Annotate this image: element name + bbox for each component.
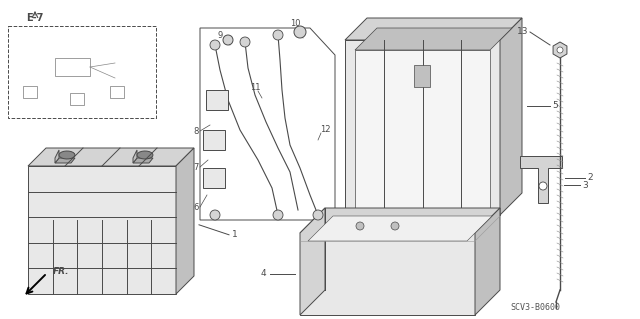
Circle shape xyxy=(557,47,563,53)
Text: 7: 7 xyxy=(193,164,198,173)
Polygon shape xyxy=(133,158,153,163)
Polygon shape xyxy=(414,65,430,87)
Circle shape xyxy=(240,37,250,47)
Text: 1: 1 xyxy=(232,230,237,239)
Polygon shape xyxy=(475,208,500,315)
Text: 10: 10 xyxy=(290,19,300,28)
Text: 5: 5 xyxy=(552,101,557,110)
Circle shape xyxy=(273,30,283,40)
Text: 8: 8 xyxy=(193,128,198,137)
Polygon shape xyxy=(28,166,176,294)
Text: 11: 11 xyxy=(250,84,260,93)
Polygon shape xyxy=(203,168,225,188)
Polygon shape xyxy=(300,233,475,315)
Text: 4: 4 xyxy=(260,270,266,278)
Text: 12: 12 xyxy=(320,125,330,135)
Polygon shape xyxy=(55,150,59,163)
Circle shape xyxy=(539,182,547,190)
Circle shape xyxy=(356,222,364,230)
Polygon shape xyxy=(55,158,75,163)
Polygon shape xyxy=(520,156,562,203)
Polygon shape xyxy=(176,148,194,294)
Polygon shape xyxy=(28,148,194,166)
Polygon shape xyxy=(553,42,567,58)
Polygon shape xyxy=(355,28,512,50)
Polygon shape xyxy=(345,18,522,40)
Circle shape xyxy=(294,26,306,38)
Text: 2: 2 xyxy=(587,174,593,182)
Polygon shape xyxy=(59,151,75,159)
Polygon shape xyxy=(206,90,228,110)
Polygon shape xyxy=(300,208,325,315)
Bar xyxy=(8,26,156,118)
Circle shape xyxy=(391,222,399,230)
Text: 3: 3 xyxy=(582,181,588,189)
Text: SCV3-B0600: SCV3-B0600 xyxy=(510,303,560,313)
Circle shape xyxy=(273,210,283,220)
Polygon shape xyxy=(345,40,500,215)
Polygon shape xyxy=(355,50,490,210)
Text: FR.: FR. xyxy=(53,266,70,276)
Circle shape xyxy=(223,35,233,45)
Text: 6: 6 xyxy=(193,204,198,212)
Text: 9: 9 xyxy=(218,31,223,40)
Polygon shape xyxy=(203,130,225,150)
Text: E-7: E-7 xyxy=(26,13,44,23)
Circle shape xyxy=(210,210,220,220)
Polygon shape xyxy=(300,208,500,233)
Text: 13: 13 xyxy=(516,27,528,36)
Circle shape xyxy=(313,210,323,220)
Polygon shape xyxy=(500,18,522,215)
Polygon shape xyxy=(308,216,492,241)
Circle shape xyxy=(210,40,220,50)
Polygon shape xyxy=(133,150,137,163)
Polygon shape xyxy=(137,151,153,159)
